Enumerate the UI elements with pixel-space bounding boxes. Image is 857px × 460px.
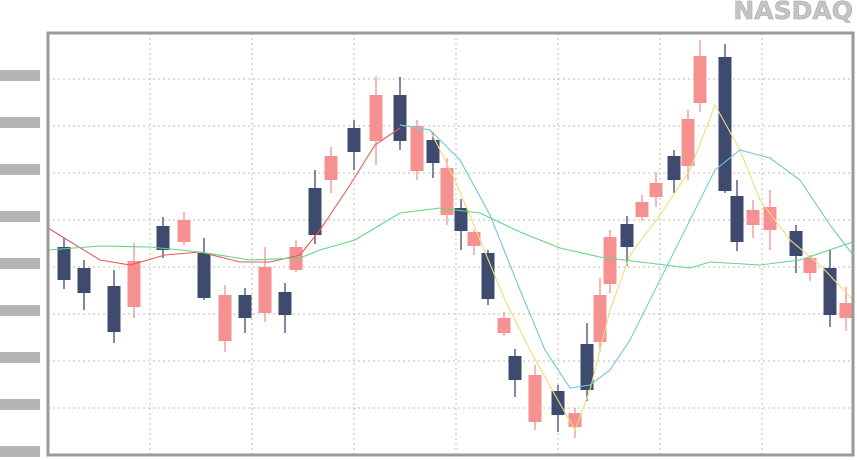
candle-body [308, 188, 322, 235]
candle-body [746, 210, 760, 225]
candle-body [620, 224, 634, 247]
candle-body [481, 253, 495, 299]
candle-body [635, 202, 649, 217]
candle-body [528, 375, 542, 422]
y-tick-label-placeholder [0, 117, 40, 128]
candle-body [730, 196, 744, 242]
candle-body [454, 208, 468, 231]
y-tick-label-placeholder [0, 399, 40, 410]
moving-average-line [47, 207, 854, 269]
candle-body [426, 140, 440, 163]
candle-body [839, 303, 853, 318]
candle-body [369, 95, 383, 141]
candle-body [440, 168, 454, 215]
candle-body [218, 295, 232, 341]
candle-body [393, 95, 407, 141]
candle-body [258, 267, 272, 313]
candle-body [107, 286, 121, 332]
candle-body [667, 156, 681, 180]
candle-body [763, 207, 777, 230]
candle-body [77, 268, 91, 293]
candle-body [497, 318, 511, 333]
y-tick-label-placeholder [0, 211, 40, 222]
candle-body [649, 183, 663, 197]
y-tick-label-placeholder [0, 305, 40, 316]
candle-body [127, 261, 141, 307]
y-tick-label-placeholder [0, 164, 40, 175]
candle-body [410, 126, 424, 171]
y-tick-label-placeholder [0, 446, 40, 457]
candle-body [803, 258, 817, 273]
candle-body [156, 226, 170, 250]
candle-body [693, 56, 707, 103]
candle-body [278, 292, 292, 315]
moving-average-line [399, 124, 854, 389]
y-tick-label-placeholder [0, 258, 40, 269]
moving-average-line [47, 127, 401, 266]
candle-body [568, 413, 582, 427]
candle-body [347, 128, 361, 152]
candle-body [324, 156, 338, 180]
candle-body [57, 247, 71, 280]
candle-body [603, 237, 617, 284]
candle-body [177, 220, 191, 242]
plot-frame [46, 31, 855, 457]
candle-body [789, 231, 803, 256]
chart-title: NASDAQ [733, 0, 853, 25]
moving-average-line [399, 103, 854, 432]
candle-body [238, 295, 252, 318]
y-tick-label-placeholder [0, 70, 40, 81]
candle-body [467, 232, 481, 246]
candle-body [508, 356, 522, 380]
candle-body [593, 295, 607, 342]
candle-body [197, 253, 211, 298]
y-tick-label-placeholder [0, 352, 40, 363]
candle-body [551, 391, 565, 415]
candle-body [681, 119, 695, 166]
candle-body [580, 344, 594, 390]
